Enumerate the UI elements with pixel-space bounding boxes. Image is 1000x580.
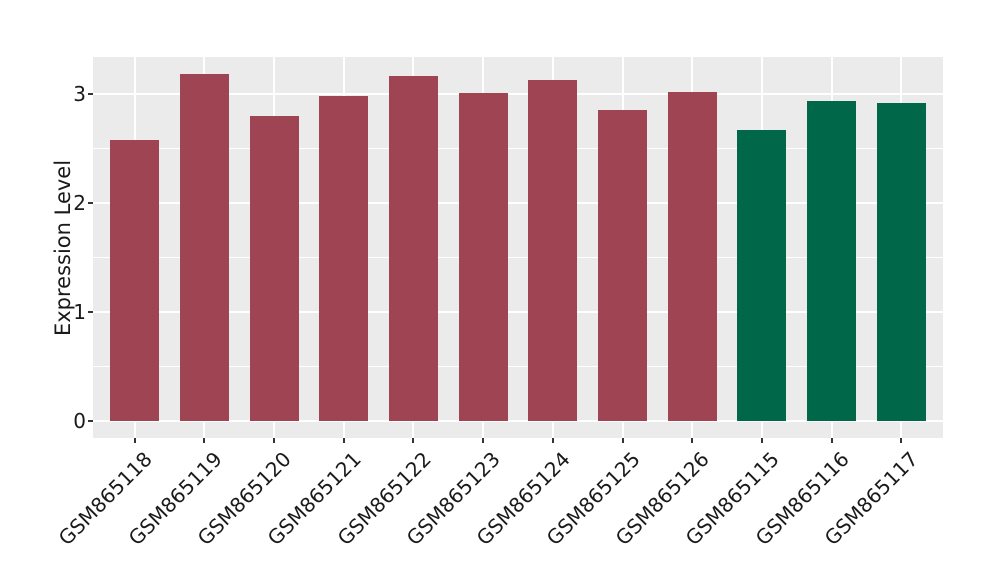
x-tick-mark-GSM865123	[482, 438, 485, 443]
x-tick-mark-GSM865121	[342, 438, 345, 443]
x-tick-mark-GSM865115	[760, 438, 763, 443]
x-tick-mark-GSM865124	[551, 438, 554, 443]
x-tick-mark-GSM865122	[412, 438, 415, 443]
bar-GSM865122	[389, 75, 438, 421]
bar-GSM865119	[180, 74, 229, 421]
bar-GSM865121	[319, 96, 369, 421]
major-gridline-y-1	[93, 310, 943, 313]
bar-GSM865118	[110, 139, 160, 421]
bar-GSM865125	[598, 110, 647, 421]
major-gridline-y-2	[93, 201, 943, 204]
major-gridline-y-3	[93, 93, 943, 95]
minor-gridline-y-2.5	[93, 147, 943, 149]
y-tick-label-1: 1	[73, 299, 86, 324]
x-tick-mark-GSM865117	[900, 438, 903, 443]
y-tick-label-2: 2	[73, 190, 86, 215]
plot-panel-background	[93, 57, 943, 438]
minor-gridline-y-1.5	[93, 256, 943, 258]
y-tick-label-3: 3	[73, 82, 86, 106]
y-tick-mark-0	[88, 419, 93, 422]
bar-GSM865123	[458, 92, 508, 421]
x-tick-mark-GSM865120	[273, 438, 276, 443]
x-tick-mark-GSM865125	[621, 438, 624, 443]
y-tick-label-0: 0	[73, 408, 86, 433]
bar-GSM865126	[667, 91, 717, 421]
x-tick-mark-GSM865116	[830, 438, 833, 443]
y-tick-mark-3	[88, 93, 93, 95]
bar-GSM865124	[528, 79, 578, 421]
bar-GSM865115	[737, 129, 787, 421]
minor-gridline-y-0.5	[93, 365, 943, 367]
bar-GSM865117	[876, 102, 926, 421]
major-gridline-y-0	[93, 419, 943, 422]
y-tick-mark-2	[88, 201, 93, 204]
x-tick-mark-GSM865118	[133, 438, 136, 443]
bar-GSM865116	[807, 100, 856, 421]
y-tick-mark-1	[88, 310, 93, 313]
bar-GSM865120	[249, 115, 299, 421]
x-tick-mark-GSM865119	[203, 438, 206, 443]
x-tick-mark-GSM865126	[691, 438, 694, 443]
